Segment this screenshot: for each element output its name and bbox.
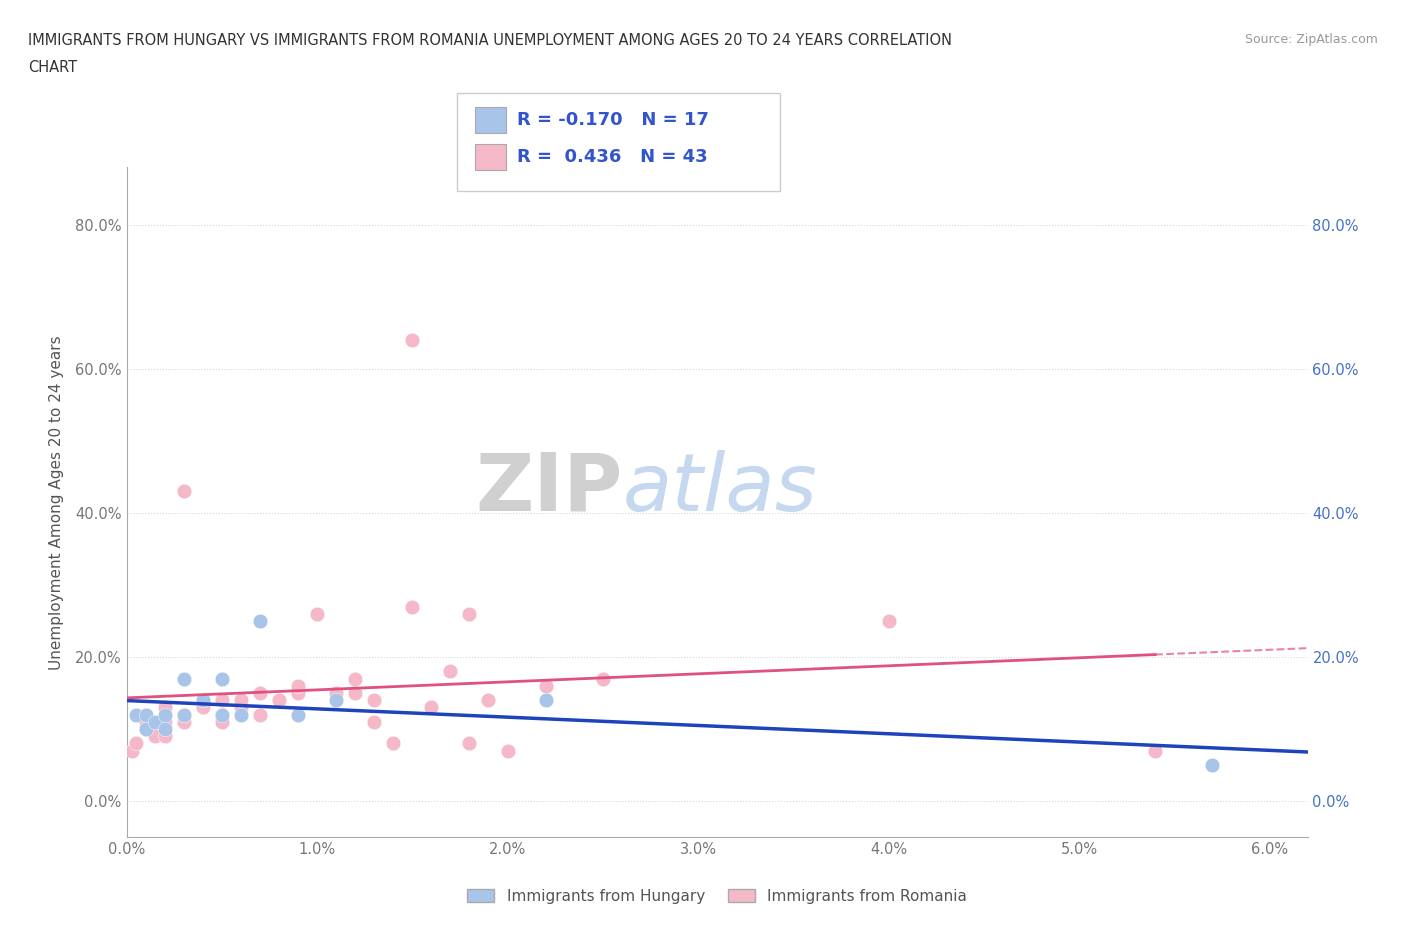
- Point: [135, 714, 157, 729]
- Point: [287, 678, 309, 693]
- Point: [267, 693, 290, 708]
- Point: [363, 693, 385, 708]
- Point: [249, 614, 271, 629]
- Point: [401, 599, 423, 614]
- Point: [344, 671, 367, 686]
- Text: atlas: atlas: [623, 450, 817, 528]
- Point: [534, 678, 557, 693]
- Point: [229, 700, 252, 715]
- Point: [439, 664, 461, 679]
- Point: [153, 714, 176, 729]
- Point: [173, 484, 195, 498]
- Point: [401, 333, 423, 348]
- Point: [382, 736, 405, 751]
- Point: [458, 606, 481, 621]
- Point: [153, 700, 176, 715]
- Point: [1201, 758, 1223, 773]
- Point: [496, 743, 519, 758]
- Legend: Immigrants from Hungary, Immigrants from Romania: Immigrants from Hungary, Immigrants from…: [461, 883, 973, 910]
- Text: ZIP: ZIP: [475, 450, 623, 528]
- Point: [458, 736, 481, 751]
- Point: [211, 693, 233, 708]
- Point: [121, 743, 143, 758]
- Point: [249, 707, 271, 722]
- Point: [211, 707, 233, 722]
- Point: [191, 693, 214, 708]
- Point: [249, 685, 271, 700]
- Point: [211, 707, 233, 722]
- Point: [135, 722, 157, 737]
- Point: [325, 685, 347, 700]
- Point: [877, 614, 900, 629]
- Text: Source: ZipAtlas.com: Source: ZipAtlas.com: [1244, 33, 1378, 46]
- Point: [592, 671, 614, 686]
- Text: R = -0.170   N = 17: R = -0.170 N = 17: [517, 111, 709, 129]
- Text: CHART: CHART: [28, 60, 77, 75]
- Point: [211, 714, 233, 729]
- Point: [534, 693, 557, 708]
- Point: [153, 729, 176, 744]
- Point: [191, 693, 214, 708]
- Point: [143, 714, 166, 729]
- Point: [173, 707, 195, 722]
- Point: [135, 707, 157, 722]
- Point: [287, 685, 309, 700]
- Point: [325, 693, 347, 708]
- Text: R =  0.436   N = 43: R = 0.436 N = 43: [517, 148, 709, 166]
- Point: [229, 693, 252, 708]
- Point: [143, 729, 166, 744]
- Point: [305, 606, 328, 621]
- Point: [135, 722, 157, 737]
- Point: [211, 671, 233, 686]
- Point: [135, 707, 157, 722]
- Point: [287, 707, 309, 722]
- Point: [477, 693, 499, 708]
- Point: [125, 707, 148, 722]
- Point: [420, 700, 443, 715]
- Point: [153, 722, 176, 737]
- Text: IMMIGRANTS FROM HUNGARY VS IMMIGRANTS FROM ROMANIA UNEMPLOYMENT AMONG AGES 20 TO: IMMIGRANTS FROM HUNGARY VS IMMIGRANTS FR…: [28, 33, 952, 47]
- Point: [153, 707, 176, 722]
- Y-axis label: Unemployment Among Ages 20 to 24 years: Unemployment Among Ages 20 to 24 years: [49, 335, 63, 670]
- Point: [363, 714, 385, 729]
- Point: [344, 685, 367, 700]
- Point: [173, 671, 195, 686]
- Point: [1144, 743, 1167, 758]
- Point: [173, 714, 195, 729]
- Point: [173, 707, 195, 722]
- Point: [125, 736, 148, 751]
- Point: [229, 707, 252, 722]
- Point: [191, 700, 214, 715]
